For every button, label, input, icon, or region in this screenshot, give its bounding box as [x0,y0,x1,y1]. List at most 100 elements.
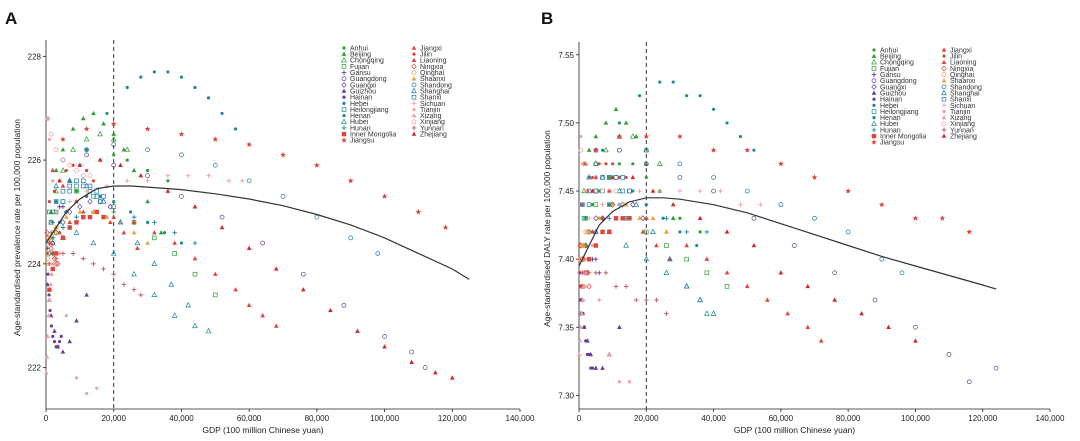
x-tick-label: 100,000 [901,414,930,423]
data-point [73,229,80,235]
data-point [765,297,770,302]
data-point [67,225,72,230]
legend-entry: Chongqing [871,58,914,67]
data-point [47,240,52,246]
legend-label: Shaanxi [420,76,446,83]
series-jiangsu [60,120,449,230]
panel-letter: A [5,9,17,28]
data-point [644,229,649,235]
data-point [139,75,143,79]
data-point [112,153,116,157]
data-point [579,311,584,316]
data-point [50,250,56,257]
data-point [627,380,632,384]
data-point [70,146,76,152]
data-point [666,255,673,262]
data-point [192,271,198,277]
data-point [45,256,50,261]
series-inner-mongolia [47,209,106,292]
data-point [422,365,428,370]
data-point [812,215,817,221]
data-point [704,229,710,235]
data-point [118,219,123,225]
legend-entry: Shaanxi [411,76,446,83]
data-point [94,209,100,214]
data-point [185,301,192,308]
data-point [449,375,455,380]
data-point [600,229,605,235]
data-point [105,111,109,116]
data-point [151,260,158,266]
y-axis-label: Age-standardised DALY rate per 100,000 p… [542,130,552,327]
data-point [165,173,171,178]
series-fujian [50,188,218,298]
data-point [620,201,626,208]
legend-label: Jiangxi [950,47,972,54]
legend-marker [871,58,877,65]
data-point [101,194,106,199]
legend-label: Heilongjiang [350,107,389,114]
data-point [415,208,422,215]
legend-entry: Xinjiang [941,121,975,128]
data-point [87,183,93,189]
series-sichuan [53,173,245,215]
data-point [53,209,59,215]
data-point [593,161,599,167]
data-point [47,261,52,267]
data-point [657,188,663,194]
data-point [47,293,51,297]
data-point [172,240,177,245]
y-tick-label: 7.45 [558,187,574,196]
series-shanghai [53,177,192,308]
data-point [95,386,99,390]
data-point [48,220,54,225]
data-point [600,188,605,194]
legend-entry: Shaanxi [941,78,976,85]
data-point [219,214,225,220]
data-point [606,215,612,221]
data-point [597,298,601,302]
legend-label: Ningxia [950,66,973,73]
legend-label: Hebei [880,103,899,110]
data-point [98,194,102,198]
data-point [246,141,252,147]
data-point [643,255,650,262]
data-point [966,228,973,235]
legend-entry: Chongqing [341,56,384,65]
x-tick-label: 60,000 [237,414,262,423]
data-point [53,199,59,204]
data-point [67,219,72,225]
data-point [280,194,286,199]
data-point [212,136,219,142]
data-point [613,175,619,180]
data-point [644,175,648,180]
data-point [578,324,583,329]
data-point [131,270,137,277]
series-xizang [577,270,589,357]
legend-label: Jiangsu [350,138,374,145]
legend-marker [941,115,947,120]
data-point [179,75,184,79]
legend-marker [871,66,877,71]
data-point [52,339,57,344]
x-tick-label: 120,000 [968,414,997,423]
x-tick-label: 0 [577,414,582,423]
data-point [51,179,55,183]
data-point [613,284,619,289]
data-point [67,162,73,168]
data-point [684,229,689,235]
data-point [711,188,716,194]
legend-marker [411,131,417,136]
legend-entry: Hainan [342,95,372,102]
legend-label: Shandong [420,82,452,89]
data-point [192,256,198,261]
data-point [280,151,286,158]
data-point [644,203,648,207]
data-point [590,188,595,193]
data-point [751,215,757,221]
data-point [593,243,599,248]
legend-label: Shanghai [950,90,980,97]
legend-entry: Jiangsu [871,139,904,147]
data-point [97,130,104,137]
legend-label: Sichuan [420,101,445,108]
